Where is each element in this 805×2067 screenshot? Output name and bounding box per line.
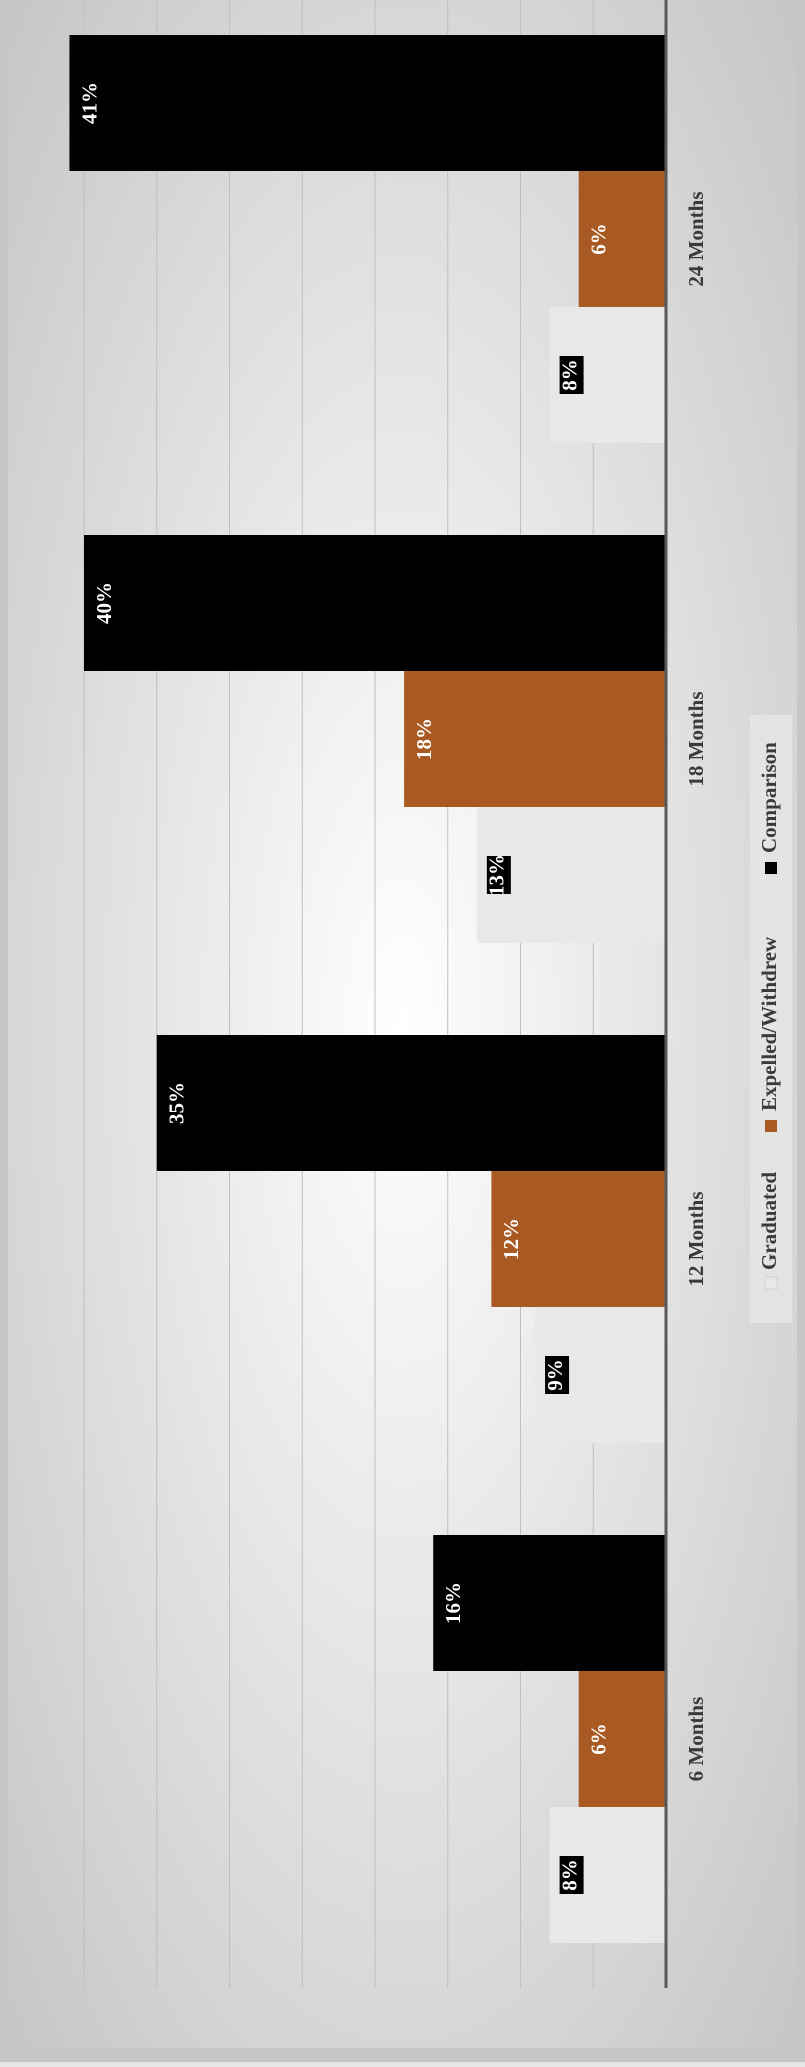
data-label: 40% bbox=[92, 582, 116, 624]
data-label: 6% bbox=[587, 1723, 611, 1755]
category-tick-label: 24 Months bbox=[684, 191, 708, 286]
bar bbox=[404, 671, 666, 807]
data-label-box bbox=[559, 1856, 584, 1894]
bar bbox=[156, 1035, 666, 1171]
bar bbox=[69, 35, 666, 171]
bar bbox=[578, 171, 666, 307]
legend-label: Graduated bbox=[757, 1172, 781, 1270]
bar bbox=[491, 1171, 666, 1307]
bar bbox=[433, 1535, 666, 1671]
legend-marker bbox=[765, 862, 777, 874]
data-label: 35% bbox=[165, 1082, 189, 1124]
data-label: 13% bbox=[485, 854, 509, 896]
data-label: 18% bbox=[412, 718, 436, 760]
data-label-box bbox=[559, 356, 584, 394]
data-label: 41% bbox=[77, 82, 101, 124]
category-tick-label: 12 Months bbox=[684, 1191, 708, 1286]
data-label: 6% bbox=[587, 223, 611, 255]
legend-box bbox=[750, 715, 792, 1323]
category-tick-label: 18 Months bbox=[684, 691, 708, 786]
data-label: 8% bbox=[557, 359, 581, 391]
legend: Graduated Expelled/Withdrew Comparison bbox=[750, 715, 792, 1323]
bar bbox=[578, 1671, 666, 1807]
data-label: 8% bbox=[557, 1859, 581, 1891]
data-label: 9% bbox=[543, 1359, 567, 1391]
legend-marker bbox=[765, 1120, 777, 1132]
legend-label: Expelled/Withdrew bbox=[757, 936, 781, 1111]
data-label-box bbox=[486, 856, 511, 894]
data-label-box bbox=[545, 1356, 570, 1394]
chart-plot-background bbox=[8, 0, 797, 2048]
data-label: 16% bbox=[441, 1582, 465, 1624]
data-label: 12% bbox=[499, 1218, 523, 1260]
legend-label: Comparison bbox=[757, 742, 781, 853]
category-tick-label: 6 Months bbox=[684, 1697, 708, 1782]
legend-marker bbox=[764, 1276, 778, 1290]
bar bbox=[84, 535, 666, 671]
